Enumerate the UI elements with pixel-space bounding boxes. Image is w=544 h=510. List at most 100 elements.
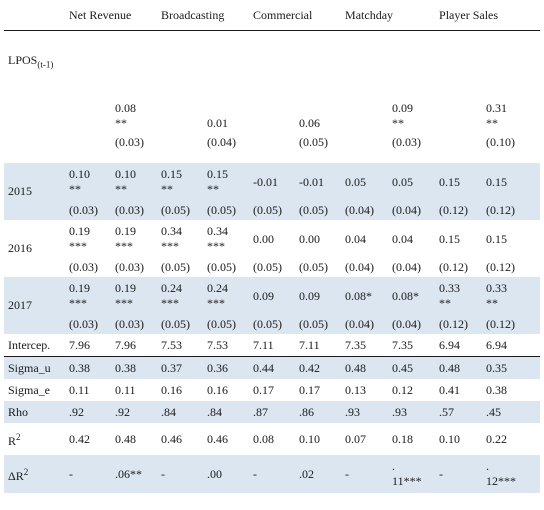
stat-cell: 0.48 — [115, 431, 136, 446]
stat-cell: .93 — [342, 401, 390, 423]
row-label-rho: Rho — [4, 401, 66, 423]
coef-cell: 0.19 *** — [112, 277, 158, 315]
row-label-main: ΔR — [8, 468, 24, 483]
coef-cell: 0.15 ** — [158, 163, 204, 201]
coef-cell: 0.19 *** — [115, 224, 136, 253]
stat-cell: 0.12 — [392, 382, 414, 397]
table-row-y2017-coef: 2017 0.19 *** 0.19 *** 0.24 *** 0.24 *** 0.09… — [4, 277, 541, 334]
coef-cell: 0.00 — [299, 231, 321, 246]
stat-cell: 0.46 — [207, 431, 228, 446]
se-cell: (0.05) — [299, 135, 329, 149]
se-cell: (0.05) — [204, 201, 251, 220]
row-label-text: 2017 — [8, 298, 32, 312]
stat-cell: 0.42 — [296, 356, 343, 379]
row-label-subscript: (t-1) — [37, 59, 54, 70]
se-cell: (0.04) — [342, 201, 390, 220]
se-cell: (0.12) — [486, 260, 516, 274]
se-cell — [342, 133, 389, 163]
table-row-sigma_e: Sigma_e 0.11 0.11 0.16 0.16 0.17 0.17 0.13 0.12 0… — [4, 379, 540, 401]
row-label-sigma_u: Sigma_u — [4, 356, 66, 379]
header-matchday: Matchday — [342, 4, 437, 31]
stat-cell: .57 — [436, 401, 484, 423]
coef-cell: 0.08* — [342, 277, 390, 315]
se-cell: (0.03) — [115, 260, 144, 274]
stat-cell: - — [342, 455, 390, 493]
se-cell: (0.03) — [69, 260, 98, 274]
se-cell: (0.04) — [389, 201, 437, 220]
regression-table: Net Revenue Broadcasting Commercial Matc… — [4, 4, 541, 493]
stat-cell: 7.11 — [299, 337, 320, 352]
row-label-main: LPOS — [8, 53, 38, 67]
stat-cell: 0.38 — [66, 356, 112, 379]
table-row-lpos-se: (0.03) (0.04) (0.05) (0.03) (0.10) — [4, 133, 540, 163]
coef-cell: -0.01 — [296, 163, 343, 201]
coef-cell — [250, 31, 296, 134]
se-cell: (0.03) — [66, 201, 112, 220]
header-player-sales: Player Sales — [436, 4, 541, 31]
se-cell: (0.05) — [158, 201, 204, 220]
se-cell: (0.12) — [483, 201, 541, 220]
stat-cell: .84 — [158, 401, 204, 423]
se-cell: (0.05) — [204, 315, 251, 334]
coef-cell: 0.15 — [436, 163, 484, 201]
se-cell: (0.03) — [66, 315, 112, 334]
stat-cell: 6.94 — [439, 337, 461, 352]
stat-cell: .45 — [483, 401, 541, 423]
header-net-revenue: Net Revenue — [66, 4, 158, 31]
se-cell: (0.05) — [296, 201, 343, 220]
stat-cell: 0.16 — [161, 382, 182, 397]
stat-cell: 0.42 — [69, 431, 90, 446]
stat-cell: 0.36 — [204, 356, 251, 379]
coef-cell: 0.34 *** — [161, 224, 182, 253]
stat-cell: 0.44 — [250, 356, 297, 379]
coef-cell — [342, 31, 389, 134]
row-label-y2016: 2016 — [4, 220, 66, 277]
se-cell: (0.03) — [112, 201, 158, 220]
stat-cell: 0.17 — [253, 382, 275, 397]
coef-cell: 0.15 — [439, 231, 461, 246]
se-cell — [158, 133, 204, 163]
se-cell: (0.05) — [250, 201, 297, 220]
stat-cell: 0.35 — [483, 356, 541, 379]
row-label-text: Sigma_u — [8, 360, 51, 375]
header-broadcasting: Broadcasting — [158, 4, 251, 31]
se-cell: (0.05) — [207, 260, 236, 274]
stat-cell: .92 — [66, 401, 112, 423]
stat-cell: 0.38 — [112, 356, 158, 379]
se-cell — [250, 133, 296, 163]
stat-cell: .93 — [389, 401, 437, 423]
row-label-text: 2016 — [8, 241, 32, 255]
stat-cell: .86 — [296, 401, 343, 423]
stat-cell: .84 — [204, 401, 251, 423]
stat-cell: 0.16 — [207, 382, 228, 397]
coef-cell: 0.09 ** — [392, 101, 414, 130]
coef-cell: 0.19 *** — [69, 224, 90, 253]
coef-cell: -0.01 — [250, 163, 297, 201]
se-cell: (0.03) — [392, 135, 422, 149]
coef-cell: 0.15 ** — [204, 163, 251, 201]
stat-cell: 0.17 — [299, 382, 321, 397]
stat-cell: . 11*** — [389, 455, 437, 493]
coef-cell: 0.10 ** — [66, 163, 112, 201]
stat-cell: 0.45 — [389, 356, 437, 379]
se-cell: (0.05) — [161, 260, 190, 274]
coef-cell: 0.31 ** — [486, 101, 508, 130]
stat-cell: 0.10 — [299, 431, 321, 446]
stat-cell: 7.35 — [392, 337, 414, 352]
coef-cell: 0.24 *** — [204, 277, 251, 315]
header-blank — [4, 4, 66, 31]
coef-cell: 0.04 — [345, 231, 367, 246]
row-label-text: Intercep. — [8, 337, 51, 352]
stat-cell: 7.53 — [207, 337, 228, 352]
stat-cell: 0.48 — [436, 356, 484, 379]
table-row-y2016-coef: 2016 0.19 *** 0.19 *** 0.34 *** 0.34 *** 0.00… — [4, 220, 540, 258]
table-row-intercep: Intercep. 7.96 7.96 7.53 7.53 7.11 7.11 7.35 7.3… — [4, 334, 540, 357]
stat-cell: 0.37 — [158, 356, 204, 379]
stat-cell: 0.41 — [439, 382, 461, 397]
se-cell: (0.04) — [345, 260, 375, 274]
table-row-rho: Rho .92.92.84.84.87.86.93.93.57.45 — [4, 401, 541, 423]
coef-cell: 0.15 — [483, 163, 541, 201]
se-cell: (0.12) — [483, 315, 541, 334]
stat-cell: 0.07 — [345, 431, 367, 446]
